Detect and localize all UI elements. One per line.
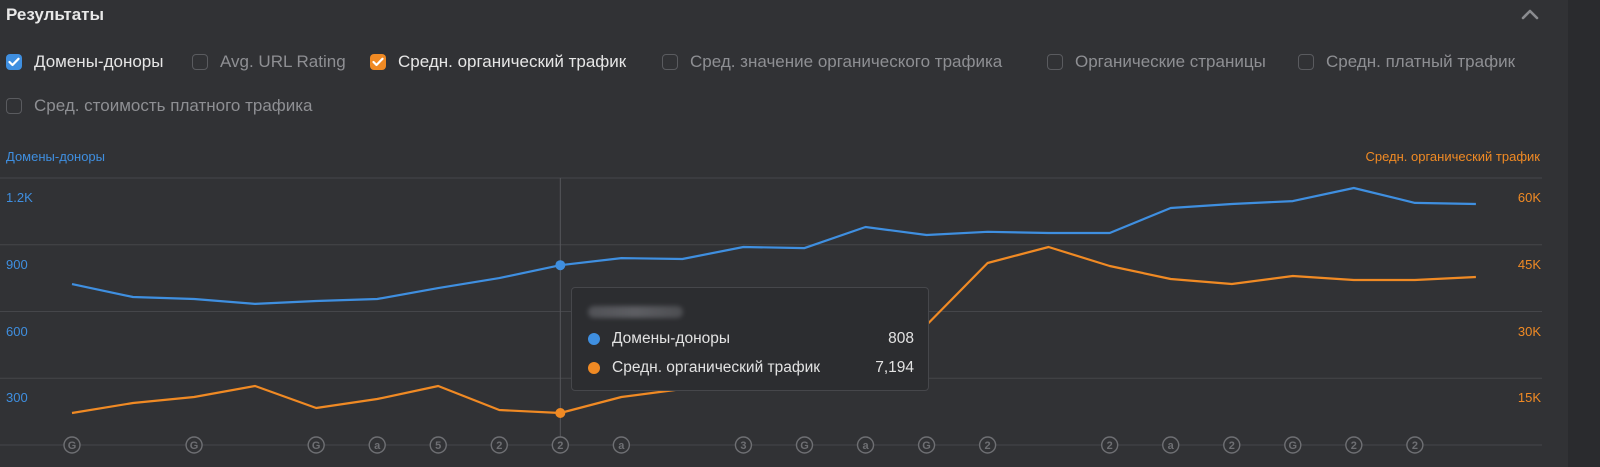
- svg-text:a: a: [618, 440, 625, 452]
- svg-text:G: G: [190, 440, 199, 452]
- svg-text:3: 3: [740, 440, 746, 452]
- annotation-marker-ahrefs-icon[interactable]: a: [856, 436, 875, 454]
- tooltip-value: 7,194: [875, 359, 914, 376]
- left-tick: 300: [6, 390, 28, 405]
- checkbox-unchecked-icon[interactable]: [1047, 54, 1063, 70]
- filter-label: Сред. стоимость платного трафика: [34, 96, 313, 115]
- annotation-marker-google-icon[interactable]: G: [1284, 436, 1302, 454]
- annotation-marker-google-icon[interactable]: G: [795, 436, 814, 454]
- annotation-marker-count-icon[interactable]: 2: [490, 436, 508, 454]
- filter-label: Сред. значение органического трафика: [690, 52, 1003, 71]
- svg-text:G: G: [312, 440, 321, 452]
- tooltip-date-blurred: [588, 306, 683, 318]
- svg-text:5: 5: [435, 440, 441, 452]
- svg-text:2: 2: [1351, 440, 1357, 452]
- filter-checkbox-5[interactable]: Органические страницы: [1047, 52, 1266, 72]
- svg-text:2: 2: [496, 440, 502, 452]
- checkbox-checked-icon[interactable]: [370, 54, 386, 70]
- tooltip-label: Средн. органический трафик: [612, 359, 821, 376]
- annotation-marker-google-icon[interactable]: G: [63, 436, 81, 454]
- svg-text:G: G: [800, 440, 809, 452]
- svg-text:2: 2: [1229, 440, 1235, 452]
- right-tick: 15K: [1517, 390, 1541, 405]
- svg-text:G: G: [922, 440, 931, 452]
- annotation-marker-count-icon[interactable]: 2: [1345, 436, 1363, 454]
- left-tick: 900: [6, 257, 28, 272]
- svg-text:G: G: [1289, 440, 1298, 452]
- annotation-marker-count-icon[interactable]: 3: [734, 436, 753, 454]
- svg-text:2: 2: [1412, 440, 1418, 452]
- filter-label: Средн. платный трафик: [1326, 52, 1516, 71]
- series-referring-domains[interactable]: [71, 186, 1476, 305]
- annotation-marker-count-icon[interactable]: 2: [1406, 436, 1424, 454]
- left-tick: 1.2K: [6, 190, 33, 205]
- svg-text:G: G: [68, 440, 77, 452]
- filter-checkbox-7[interactable]: Сред. стоимость платного трафика: [6, 96, 313, 116]
- filter-label: Органические страницы: [1075, 52, 1266, 71]
- svg-text:a: a: [862, 440, 869, 452]
- left-axis-title: Домены-доноры: [6, 149, 105, 164]
- filter-checkbox-2[interactable]: Avg. URL Rating: [192, 52, 346, 72]
- chart-tooltip: Домены-доноры 808 Средн. органический тр…: [571, 287, 929, 391]
- checkbox-unchecked-icon[interactable]: [6, 98, 22, 114]
- svg-text:2: 2: [1107, 440, 1113, 452]
- tooltip-row-referring-domains: Домены-доноры 808: [588, 330, 914, 348]
- annotation-marker-ahrefs-icon[interactable]: a: [612, 436, 631, 454]
- annotation-marker-count-icon[interactable]: 2: [1223, 436, 1241, 454]
- annotation-marker-count-icon[interactable]: 2: [978, 436, 997, 454]
- series-dot-icon: [588, 333, 600, 345]
- tooltip-value: 808: [888, 330, 914, 347]
- filter-checkbox-1[interactable]: Домены-доноры: [6, 52, 163, 72]
- left-tick: 600: [6, 324, 28, 339]
- annotation-marker-count-icon[interactable]: 2: [1100, 436, 1119, 454]
- hover-point-icon: [555, 260, 566, 271]
- series-dot-icon: [588, 362, 600, 374]
- right-tick: 60K: [1517, 190, 1541, 205]
- tooltip-label: Домены-доноры: [612, 330, 731, 347]
- annotation-marker-ahrefs-icon[interactable]: a: [368, 436, 386, 454]
- annotation-marker-count-icon[interactable]: 2: [551, 436, 570, 454]
- filter-label: Домены-доноры: [34, 52, 164, 71]
- annotation-marker-count-icon[interactable]: 5: [429, 436, 447, 454]
- checkbox-unchecked-icon[interactable]: [662, 54, 678, 70]
- filter-checkbox-4[interactable]: Сред. значение органического трафика: [662, 52, 1002, 72]
- annotation-marker-google-icon[interactable]: G: [917, 436, 936, 454]
- collapse-button[interactable]: [1518, 4, 1542, 24]
- hover-point-icon: [555, 407, 566, 418]
- annotation-marker-google-icon[interactable]: G: [185, 436, 203, 454]
- svg-text:a: a: [374, 440, 381, 452]
- right-tick: 30K: [1517, 324, 1541, 339]
- scroll-gutter: [1568, 0, 1600, 467]
- checkbox-checked-icon[interactable]: [6, 54, 22, 70]
- right-tick: 45K: [1517, 257, 1541, 272]
- filter-label: Средн. органический трафик: [398, 52, 627, 71]
- annotation-marker-google-icon[interactable]: G: [307, 436, 325, 454]
- checkbox-unchecked-icon[interactable]: [1298, 54, 1314, 70]
- tooltip-row-organic-traffic: Средн. органический трафик 7,194: [588, 359, 914, 377]
- svg-text:2: 2: [557, 440, 563, 452]
- right-axis-title: Средн. органический трафик: [1365, 149, 1540, 164]
- filter-label: Avg. URL Rating: [220, 52, 346, 71]
- chevron-up-icon: [1521, 9, 1539, 20]
- panel-title: Результаты: [6, 5, 105, 24]
- filter-checkbox-6[interactable]: Средн. платный трафик: [1298, 52, 1515, 72]
- svg-text:a: a: [1168, 440, 1175, 452]
- checkbox-unchecked-icon[interactable]: [192, 54, 208, 70]
- annotation-marker-ahrefs-icon[interactable]: a: [1162, 436, 1180, 454]
- svg-text:2: 2: [985, 440, 991, 452]
- filter-checkbox-3[interactable]: Средн. органический трафик: [370, 52, 626, 72]
